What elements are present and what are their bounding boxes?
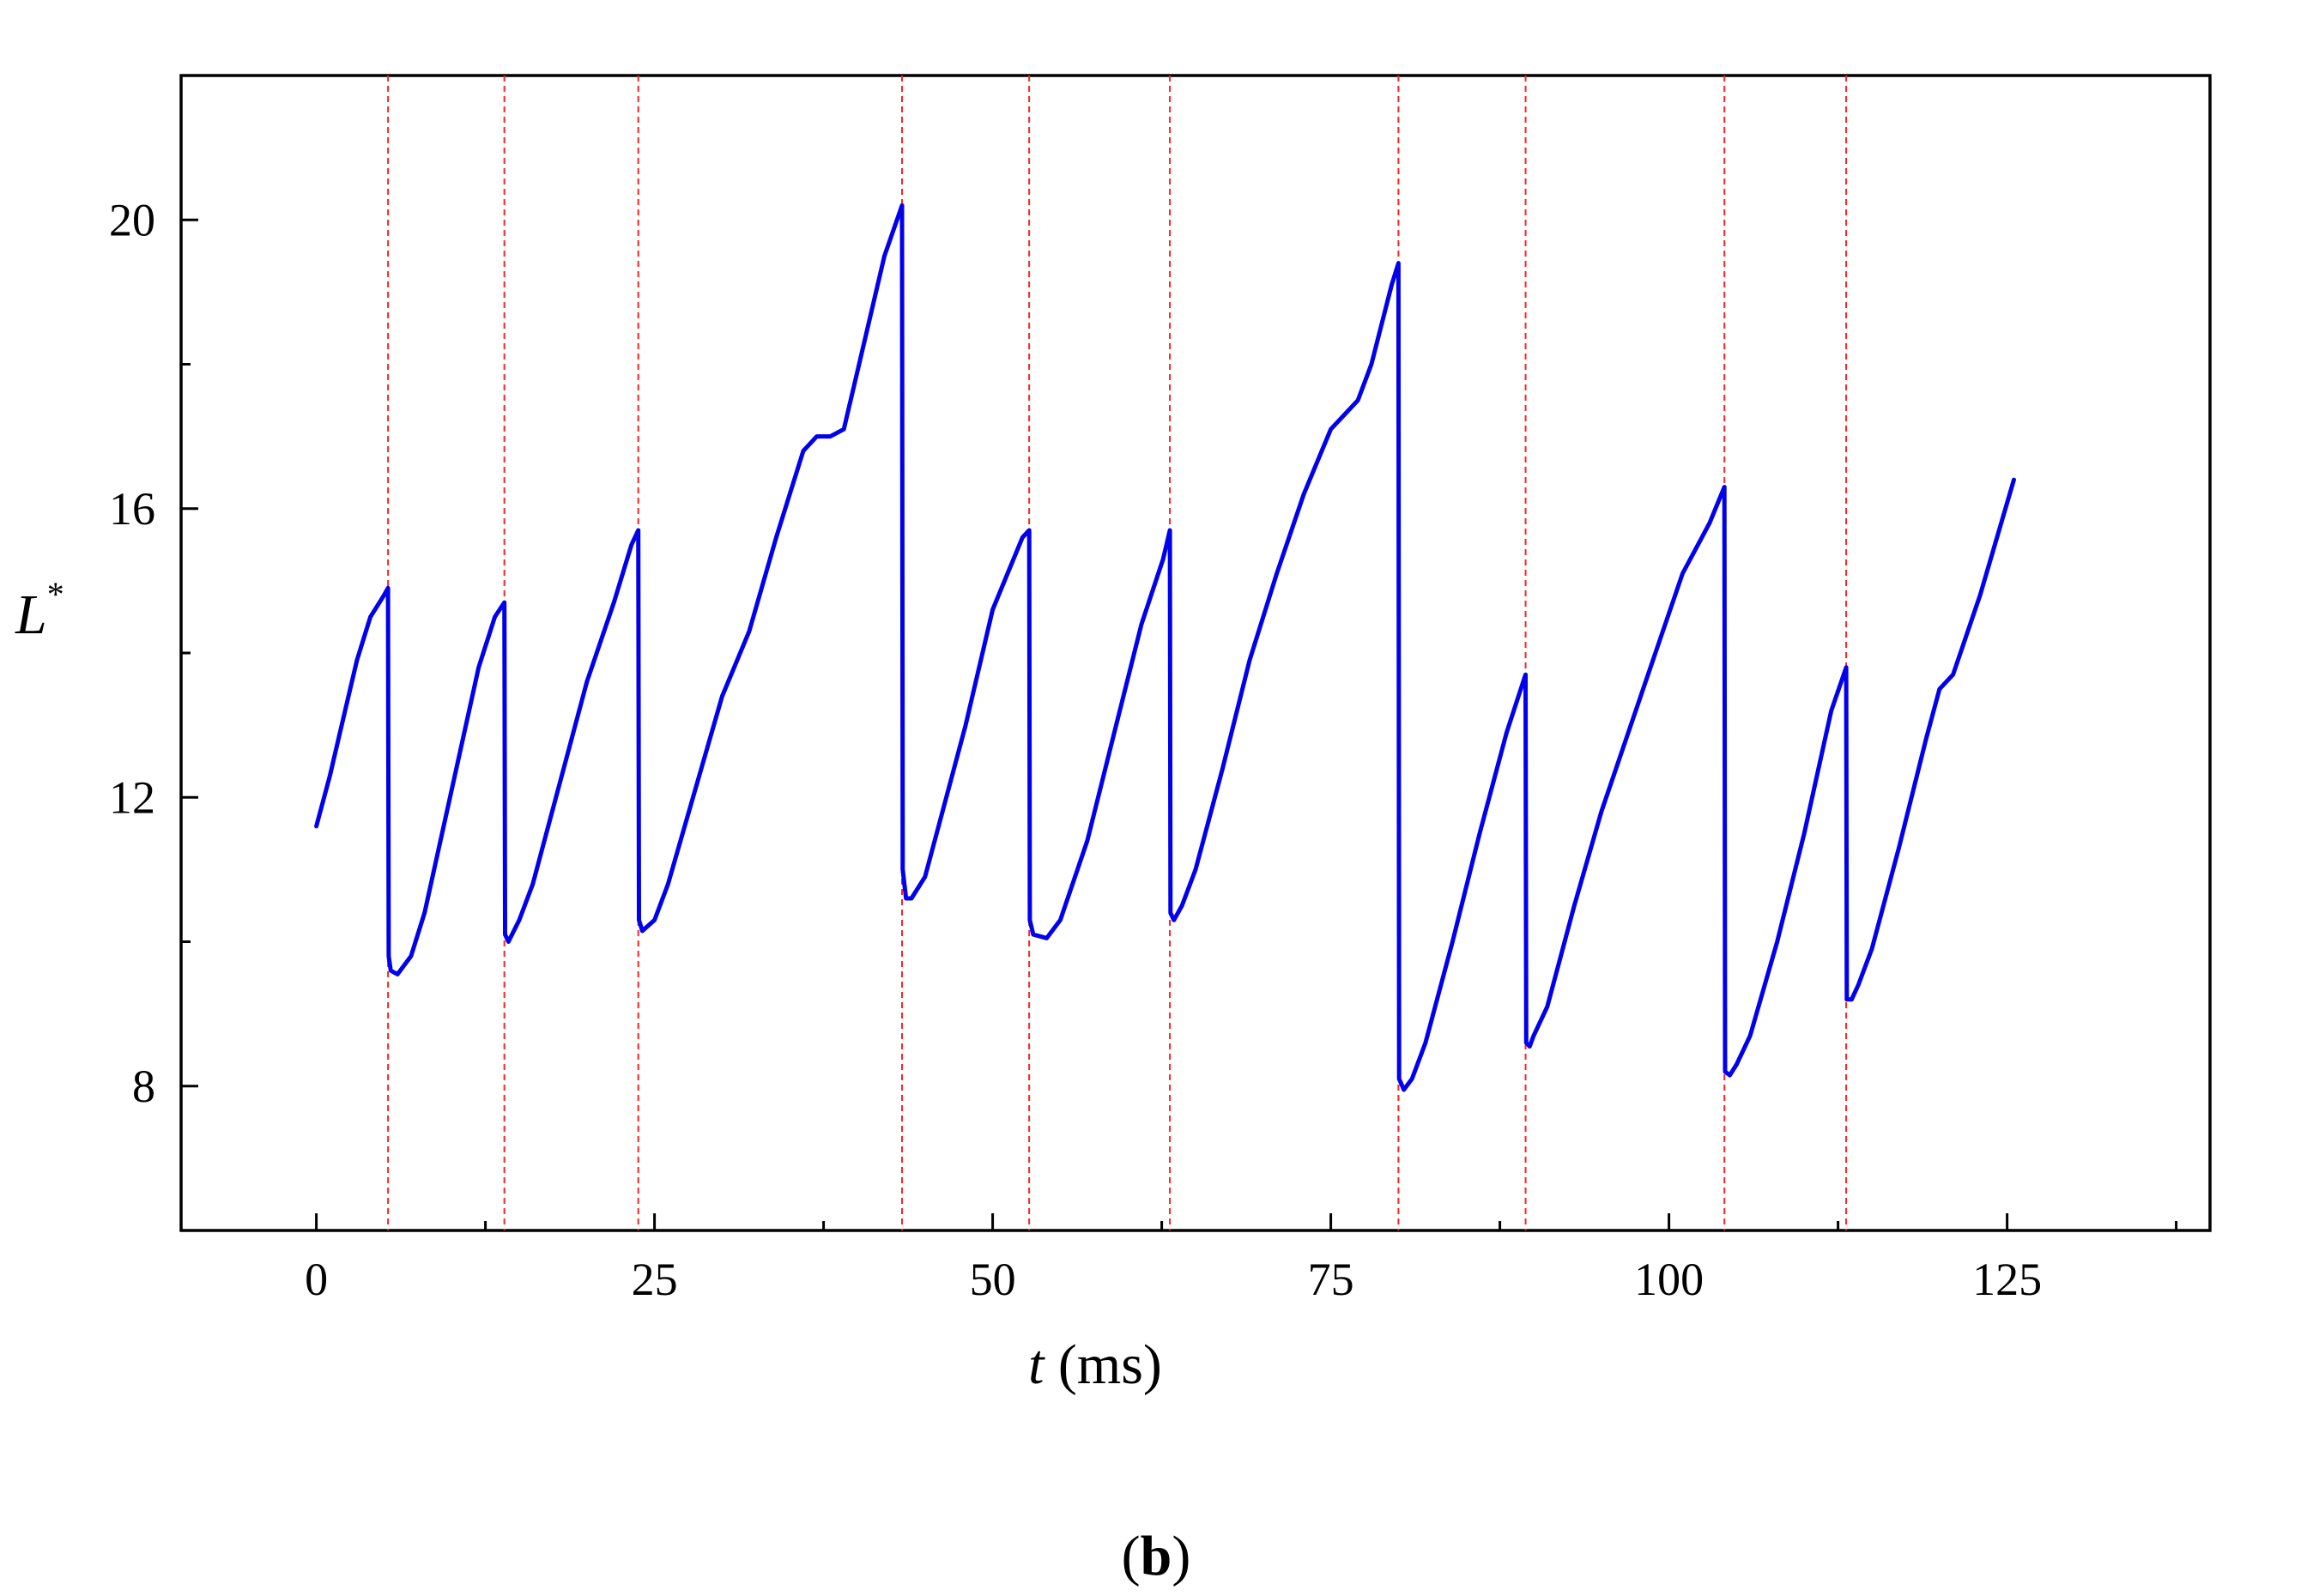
y-tick-label: 12: [109, 771, 155, 823]
x-tick-label: 50: [970, 1254, 1016, 1305]
panel-label-open: (: [1122, 1525, 1141, 1587]
panel-label-letter: b: [1141, 1525, 1172, 1587]
series-line-1: [314, 203, 2016, 1092]
y-tick-label: 8: [132, 1061, 155, 1112]
x-tick-label: 0: [305, 1254, 328, 1305]
y-axis-superscript: *: [47, 575, 64, 614]
y-tick-label: 16: [109, 483, 155, 535]
x-axis-unit: (ms): [1044, 1333, 1161, 1396]
x-tick-label: 25: [632, 1254, 678, 1305]
x-axis-symbol: t: [1028, 1333, 1045, 1396]
panel-label-close: ): [1172, 1525, 1190, 1587]
y-tick-label: 20: [109, 194, 155, 245]
x-axis-label: t (ms): [1028, 1333, 1162, 1396]
axis-ticks: 0 25 50 75 100 125 8 12 16 20: [109, 194, 2178, 1305]
x-tick-label: 75: [1308, 1254, 1354, 1305]
vertical-markers: [387, 76, 1848, 1230]
y-axis-label: L*: [15, 575, 64, 646]
x-tick-label: 100: [1634, 1254, 1704, 1305]
y-axis-symbol: L: [15, 583, 47, 646]
x-tick-label: 125: [1972, 1254, 2042, 1305]
series-layer: [314, 203, 2016, 1092]
panel-label: (b): [1122, 1525, 1191, 1587]
